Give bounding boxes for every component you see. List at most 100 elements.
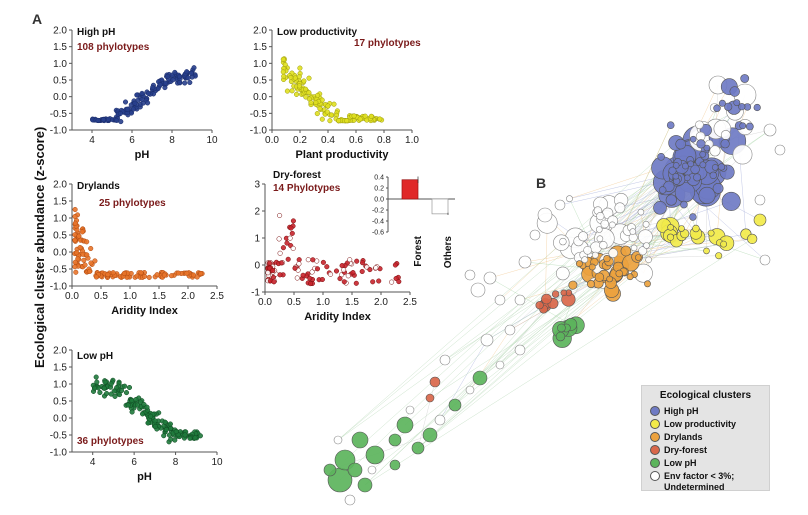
data-point <box>172 69 178 75</box>
network-node <box>347 462 363 478</box>
network-node <box>738 103 746 111</box>
plot-title: Low pH <box>77 351 113 362</box>
data-point <box>280 245 286 251</box>
network-node <box>724 102 733 111</box>
network-node <box>703 144 711 152</box>
network-node <box>709 145 721 157</box>
plot-title: Dry-forest <box>273 170 321 181</box>
network-node <box>559 237 567 246</box>
data-point <box>137 399 144 405</box>
network-node <box>504 324 516 336</box>
data-point <box>197 433 203 439</box>
data-point <box>310 257 316 263</box>
y-tick-label: 0.5 <box>53 397 67 408</box>
network-node <box>388 433 402 447</box>
x-tick-label: 0.8 <box>377 135 391 146</box>
data-point <box>93 374 99 380</box>
network-node <box>351 431 369 449</box>
network-node <box>439 354 451 366</box>
network-node <box>717 163 726 171</box>
data-point <box>161 433 167 439</box>
data-point <box>351 113 357 119</box>
network-node <box>718 99 726 107</box>
network-node <box>713 104 721 112</box>
data-point <box>129 397 135 404</box>
data-point <box>294 275 300 281</box>
data-point <box>341 279 347 285</box>
data-point <box>331 101 337 107</box>
legend-label: Low pH <box>664 458 697 468</box>
network-node <box>608 221 616 229</box>
legend-title: Ecological clusters <box>659 390 752 401</box>
data-point <box>102 379 108 385</box>
network-edge <box>337 140 698 441</box>
chart-low-productivity: 0.0 0.2 0.4 0.6 0.8 1.0 -1.0 -0.5 0.0 0.5 1.0 1.5 2.… <box>250 26 421 162</box>
network-node <box>683 174 691 182</box>
network-node <box>675 138 687 150</box>
data-point <box>111 388 117 394</box>
data-point <box>319 116 325 122</box>
legend-label: High pH <box>664 406 699 416</box>
data-point <box>104 390 110 397</box>
data-point <box>162 80 169 86</box>
network-node <box>720 139 730 149</box>
x-tick-label: 10 <box>211 457 223 468</box>
network-node <box>367 465 377 475</box>
data-point <box>296 83 302 89</box>
data-point <box>72 237 78 243</box>
data-point <box>277 272 283 278</box>
data-point <box>290 245 296 251</box>
plot-title: Drylands <box>77 181 120 192</box>
network-node <box>715 252 723 260</box>
y-tick-label: 2.0 <box>53 346 67 357</box>
data-point <box>292 75 298 81</box>
data-point <box>88 260 94 266</box>
data-point <box>293 91 300 97</box>
legend-swatch-undetermined <box>650 471 660 481</box>
data-point <box>192 435 198 441</box>
plot-title: Low productivity <box>277 27 357 38</box>
y-tick-label: 0.0 <box>53 414 67 425</box>
data-point <box>185 75 191 81</box>
network-node <box>690 164 700 175</box>
network-node <box>615 269 623 278</box>
data-point <box>296 261 302 267</box>
legend-label: Dry-forest <box>664 445 708 455</box>
data-point <box>72 206 78 213</box>
network-node <box>434 414 446 426</box>
network-node <box>638 229 653 245</box>
inset-category-label: Forest <box>413 235 424 266</box>
data-point <box>116 392 123 398</box>
x-tick-label: 1.5 <box>345 297 359 308</box>
data-point <box>370 279 376 285</box>
network-node <box>594 272 605 282</box>
network-node <box>712 182 724 194</box>
network-node <box>774 144 786 156</box>
x-tick-label: 2.0 <box>374 297 388 308</box>
network-edge <box>344 162 678 461</box>
chart-drylands: 0.0 0.5 1.0 1.5 2.0 2.5 -1.0 -0.5 0.0 0.5 1.0 1.5 2.… <box>50 180 225 318</box>
data-point <box>271 279 277 285</box>
network-node <box>535 301 544 310</box>
data-point <box>114 117 120 123</box>
inset-bar-others <box>431 198 449 215</box>
data-point <box>139 96 145 103</box>
network-node <box>630 244 638 252</box>
y-tick-label: 0.0 <box>253 92 267 103</box>
y-axis-label: Ecological cluster abundance (z-score) <box>32 127 47 368</box>
network-node <box>588 263 596 271</box>
x-tick-label: 10 <box>206 135 218 146</box>
ecological-clusters-legend: Ecological clusters High pH Low producti… <box>641 385 770 492</box>
data-point <box>327 118 333 124</box>
network-node <box>699 161 707 169</box>
network-node <box>665 194 677 206</box>
network-node <box>603 255 611 263</box>
legend-swatch-high-ph <box>650 406 660 416</box>
data-point <box>303 86 309 92</box>
network-edge <box>479 273 620 379</box>
network-node <box>599 241 608 250</box>
network-node <box>733 99 741 107</box>
data-point <box>284 240 290 246</box>
data-point <box>347 257 353 263</box>
data-point <box>84 252 90 258</box>
